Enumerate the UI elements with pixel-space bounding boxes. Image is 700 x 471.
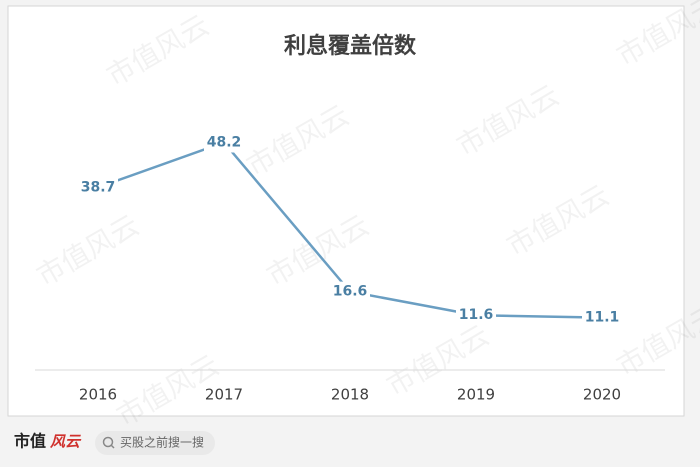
footer-logo: 市值 xyxy=(14,432,46,451)
data-label: 38.7 xyxy=(81,179,116,195)
label-background xyxy=(204,132,244,153)
x-tick-label: 2017 xyxy=(205,386,243,404)
plot: 2016 2017 2018 2019 2020 38.7 48.2 16.6 11.6 11.1 xyxy=(78,132,622,404)
label-background xyxy=(330,281,370,302)
x-tick-label: 2020 xyxy=(583,386,621,404)
label-background xyxy=(78,177,118,198)
x-tick-label: 2018 xyxy=(331,386,369,404)
search-text[interactable]: 买股之前搜一搜 xyxy=(120,435,204,450)
search-box[interactable] xyxy=(95,431,215,455)
footer-logo-accent: 风云 xyxy=(49,433,82,451)
data-label: 48.2 xyxy=(207,134,242,150)
x-tick-label: 2016 xyxy=(79,386,117,404)
search-icon-handle xyxy=(110,444,115,449)
data-label: 11.1 xyxy=(585,310,620,326)
data-label: 16.6 xyxy=(333,284,368,300)
search-icon xyxy=(102,436,114,448)
chart-title: 利息覆盖倍数 xyxy=(284,33,417,59)
label-background xyxy=(582,307,622,328)
x-tick-label: 2019 xyxy=(457,386,495,404)
chart-frame xyxy=(7,5,685,417)
label-background xyxy=(456,305,496,326)
data-label: 11.6 xyxy=(459,307,494,323)
